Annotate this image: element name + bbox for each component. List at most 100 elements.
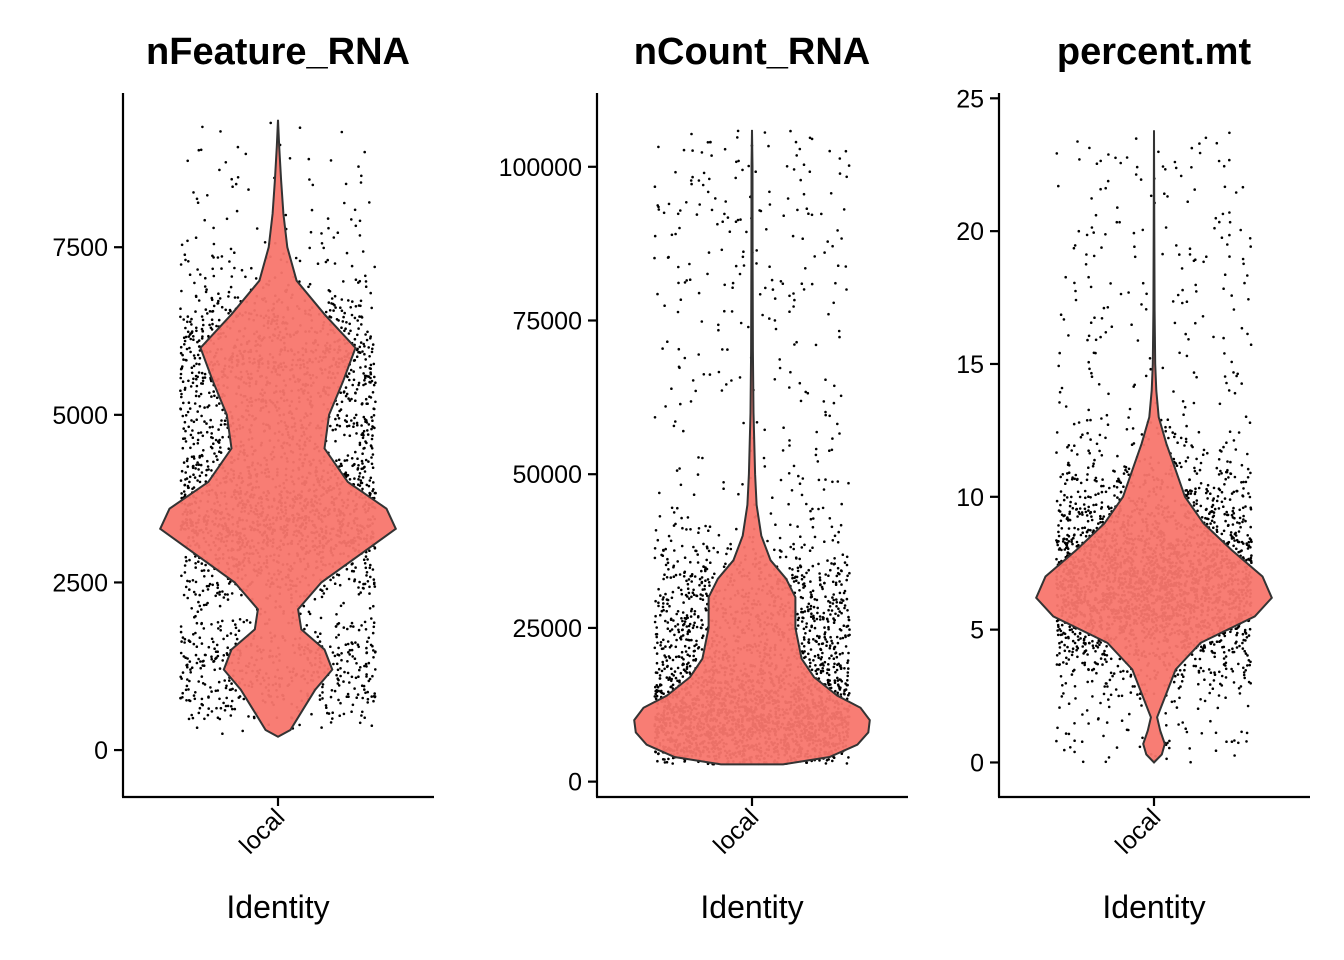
data-point xyxy=(180,392,183,396)
data-point xyxy=(700,569,703,573)
data-point xyxy=(234,633,237,637)
data-point xyxy=(366,640,369,643)
data-point xyxy=(221,619,224,623)
data-point xyxy=(180,640,183,643)
data-point xyxy=(724,200,727,203)
data-point xyxy=(339,667,342,670)
data-point xyxy=(343,670,346,674)
data-point xyxy=(189,350,192,354)
data-point xyxy=(769,512,773,515)
data-point xyxy=(770,278,774,282)
data-point xyxy=(201,703,204,707)
data-point xyxy=(662,211,666,215)
data-point xyxy=(742,264,746,267)
data-point xyxy=(771,288,775,291)
data-point xyxy=(229,580,232,583)
data-point xyxy=(196,410,199,413)
data-point xyxy=(220,255,224,258)
data-point xyxy=(194,467,197,470)
data-point xyxy=(361,432,365,435)
data-point xyxy=(201,434,205,438)
data-point xyxy=(359,181,363,184)
data-point xyxy=(336,622,339,626)
data-point xyxy=(670,596,674,600)
data-point xyxy=(817,656,820,659)
data-point xyxy=(366,580,370,583)
data-point xyxy=(197,657,200,661)
data-point xyxy=(361,696,365,700)
data-point xyxy=(329,159,333,162)
data-point xyxy=(358,443,362,447)
data-point xyxy=(213,647,216,650)
data-point xyxy=(348,434,352,438)
data-point xyxy=(181,380,185,384)
data-point xyxy=(841,651,844,655)
data-point xyxy=(211,309,215,313)
data-point xyxy=(795,154,798,157)
data-point xyxy=(360,714,363,717)
data-point xyxy=(335,459,338,463)
data-point xyxy=(356,319,360,322)
data-point xyxy=(764,286,767,290)
data-point xyxy=(362,383,365,387)
data-point xyxy=(188,588,191,591)
data-point xyxy=(722,481,725,484)
data-point xyxy=(821,506,825,510)
data-point xyxy=(725,383,728,386)
data-point xyxy=(363,688,366,691)
data-point xyxy=(693,612,696,616)
data-point xyxy=(801,477,805,480)
data-point xyxy=(180,469,184,473)
data-point xyxy=(704,607,707,610)
data-point xyxy=(197,560,200,563)
data-point xyxy=(358,219,362,223)
data-point xyxy=(364,420,367,424)
data-point xyxy=(791,573,794,577)
data-point xyxy=(685,638,688,641)
data-point xyxy=(697,531,700,534)
data-point xyxy=(353,337,357,341)
data-point xyxy=(665,598,669,601)
data-point xyxy=(653,256,656,260)
data-point xyxy=(222,596,226,599)
data-point xyxy=(366,701,370,704)
data-point xyxy=(701,456,704,460)
data-point xyxy=(203,717,206,721)
data-point xyxy=(368,549,371,552)
data-point xyxy=(189,385,193,388)
data-point xyxy=(346,627,349,631)
data-point xyxy=(184,478,187,481)
data-point xyxy=(217,441,221,444)
data-point xyxy=(182,401,185,405)
data-point xyxy=(224,161,228,164)
data-point xyxy=(367,375,371,378)
data-point xyxy=(788,386,791,389)
data-point xyxy=(188,480,191,484)
data-point xyxy=(238,618,242,621)
data-point xyxy=(200,337,204,340)
data-point xyxy=(808,170,812,173)
data-point xyxy=(187,699,191,702)
data-point xyxy=(808,629,812,632)
data-point xyxy=(182,358,185,361)
data-point xyxy=(220,267,223,270)
data-point xyxy=(364,691,367,695)
data-point xyxy=(361,452,364,456)
data-point xyxy=(179,675,182,679)
data-point xyxy=(361,487,364,491)
data-point xyxy=(361,250,365,253)
data-point xyxy=(340,298,344,301)
data-point xyxy=(229,714,233,717)
data-point xyxy=(352,425,355,429)
data-point xyxy=(195,661,199,665)
data-point xyxy=(835,605,838,608)
data-point xyxy=(365,338,369,342)
data-point xyxy=(212,390,215,393)
data-point xyxy=(247,188,250,191)
data-point xyxy=(321,691,324,694)
data-point xyxy=(185,664,188,667)
data-point xyxy=(218,717,222,721)
data-point xyxy=(192,335,195,338)
data-point xyxy=(187,379,190,383)
data-point xyxy=(778,555,782,559)
